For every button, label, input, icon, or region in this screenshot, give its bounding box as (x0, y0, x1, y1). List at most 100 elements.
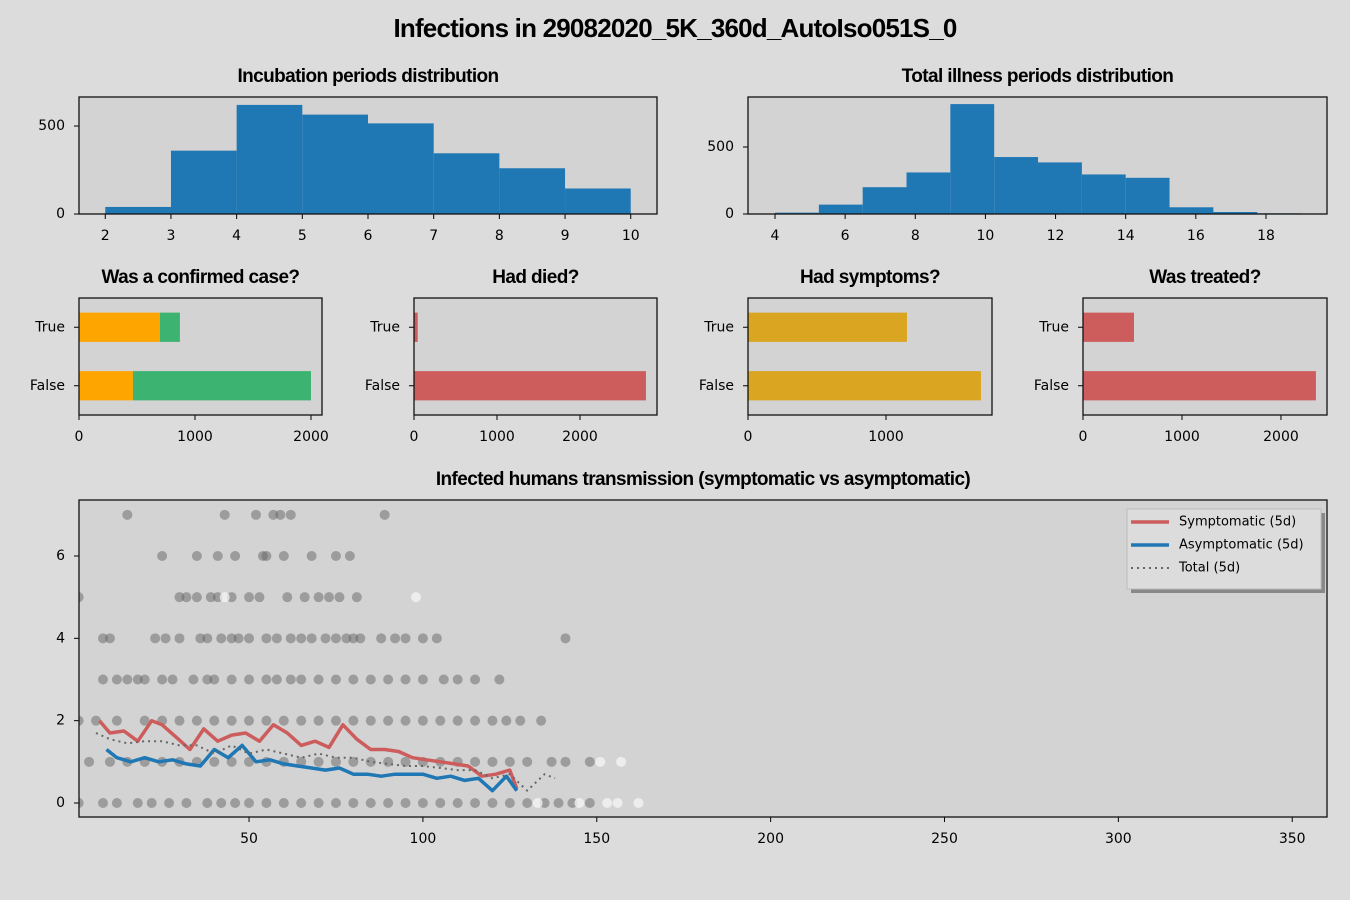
scatter-point (313, 756, 324, 767)
scatter-point (111, 715, 122, 726)
plot-frame (747, 96, 1328, 215)
scatter-point (212, 550, 223, 561)
scatter-point (191, 715, 202, 726)
y-tick-label: True (703, 319, 734, 335)
histogram-bar (950, 104, 995, 214)
scatter-point (188, 674, 199, 685)
scatter-point (567, 798, 578, 809)
scatter-point (216, 798, 227, 809)
scatter-point (174, 633, 185, 644)
scatter-point (435, 798, 446, 809)
scatter-point (400, 798, 411, 809)
x-tick-label: 150 (583, 831, 610, 847)
histogram-bar (236, 104, 303, 214)
subplot-title: Incubation periods distribution (237, 66, 498, 87)
scatter-point (104, 633, 115, 644)
scatter-point (91, 715, 102, 726)
scatter-point (191, 592, 202, 603)
x-tick-label: 0 (410, 429, 419, 445)
scatter-point (139, 715, 150, 726)
y-tick-label: 2 (56, 713, 65, 729)
histogram-bar (1169, 207, 1214, 214)
y-tick-label: 0 (56, 795, 65, 811)
scatter-point (452, 674, 463, 685)
line-series (98, 718, 519, 790)
plot-frame (78, 499, 1328, 818)
scatter-point (383, 715, 394, 726)
scatter-point (515, 715, 526, 726)
subplot: Had died? False True 0 1000 2000 (365, 267, 658, 445)
scatter-point (244, 715, 255, 726)
scatter-point (438, 674, 449, 685)
scatter-point (271, 633, 282, 644)
scatter-point (494, 674, 505, 685)
histogram-bar (170, 150, 237, 214)
x-tick-label: 50 (240, 831, 258, 847)
scatter-point (111, 798, 122, 809)
scatter-point (296, 715, 307, 726)
subplot: Incubation periods distribution 2 3 4 5 6 7 8 9 1… (38, 66, 658, 244)
scatter-point (191, 550, 202, 561)
scatter-point (470, 674, 481, 685)
scatter-point (487, 798, 498, 809)
x-tick-label: 2 (101, 228, 110, 244)
y-tick-label: False (365, 378, 400, 394)
bar (1083, 312, 1134, 342)
scatter-point (417, 798, 428, 809)
x-tick-label: 5 (298, 228, 307, 244)
subplot-title: Total illness periods distribution (902, 66, 1174, 87)
x-tick-label: 1000 (1164, 429, 1200, 445)
x-tick-label: 0 (1079, 429, 1088, 445)
scatter-point (536, 715, 547, 726)
y-tick-label: 500 (38, 118, 65, 134)
figure-title: Infections in 29082020_5K_360d_AutoIso05… (393, 13, 956, 43)
marks (775, 104, 1302, 214)
scatter-point (111, 674, 122, 685)
scatter-point (504, 756, 515, 767)
scatter-point (546, 756, 557, 767)
x-tick-label: 7 (429, 228, 438, 244)
scatter-point (330, 798, 341, 809)
marks (79, 509, 644, 809)
scatter-point (504, 798, 515, 809)
subplot: Had symptoms? False True 0 1000 (699, 267, 993, 445)
scatter-point (574, 798, 585, 809)
scatter-point (313, 798, 324, 809)
scatter-point (400, 674, 411, 685)
bar (748, 312, 907, 342)
scatter-point (212, 592, 223, 603)
scatter-point (330, 633, 341, 644)
scatter-point (150, 633, 161, 644)
scatter-point (348, 798, 359, 809)
y-tick-label: False (699, 378, 734, 394)
histogram-bar (775, 212, 819, 214)
scatter-point (84, 756, 95, 767)
scatter-point (532, 798, 543, 809)
scatter-point (296, 756, 307, 767)
scatter-point (383, 756, 394, 767)
scatter-point (351, 592, 362, 603)
y-tick-label: False (30, 378, 65, 394)
scatter-point (226, 674, 237, 685)
marks (414, 312, 646, 401)
scatter-point (390, 633, 401, 644)
histogram-bar (1213, 211, 1258, 214)
scatter-point (435, 715, 446, 726)
subplot-title: Had symptoms? (800, 267, 940, 288)
scatter-point (219, 509, 230, 520)
scatter-point (348, 633, 359, 644)
x-tick-label: 9 (561, 228, 570, 244)
scatter-point (181, 798, 192, 809)
scatter-point (79, 715, 84, 726)
scatter-point (365, 715, 376, 726)
scatter-point (344, 550, 355, 561)
y-tick-label: True (1038, 319, 1069, 335)
x-tick-label: 8 (911, 228, 920, 244)
x-tick-label: 8 (495, 228, 504, 244)
x-tick-label: 6 (364, 228, 373, 244)
x-tick-label: 1000 (868, 429, 904, 445)
scatter-point (299, 592, 310, 603)
scatter-point (261, 798, 272, 809)
scatter-point (97, 633, 108, 644)
histogram-bar (105, 206, 171, 214)
